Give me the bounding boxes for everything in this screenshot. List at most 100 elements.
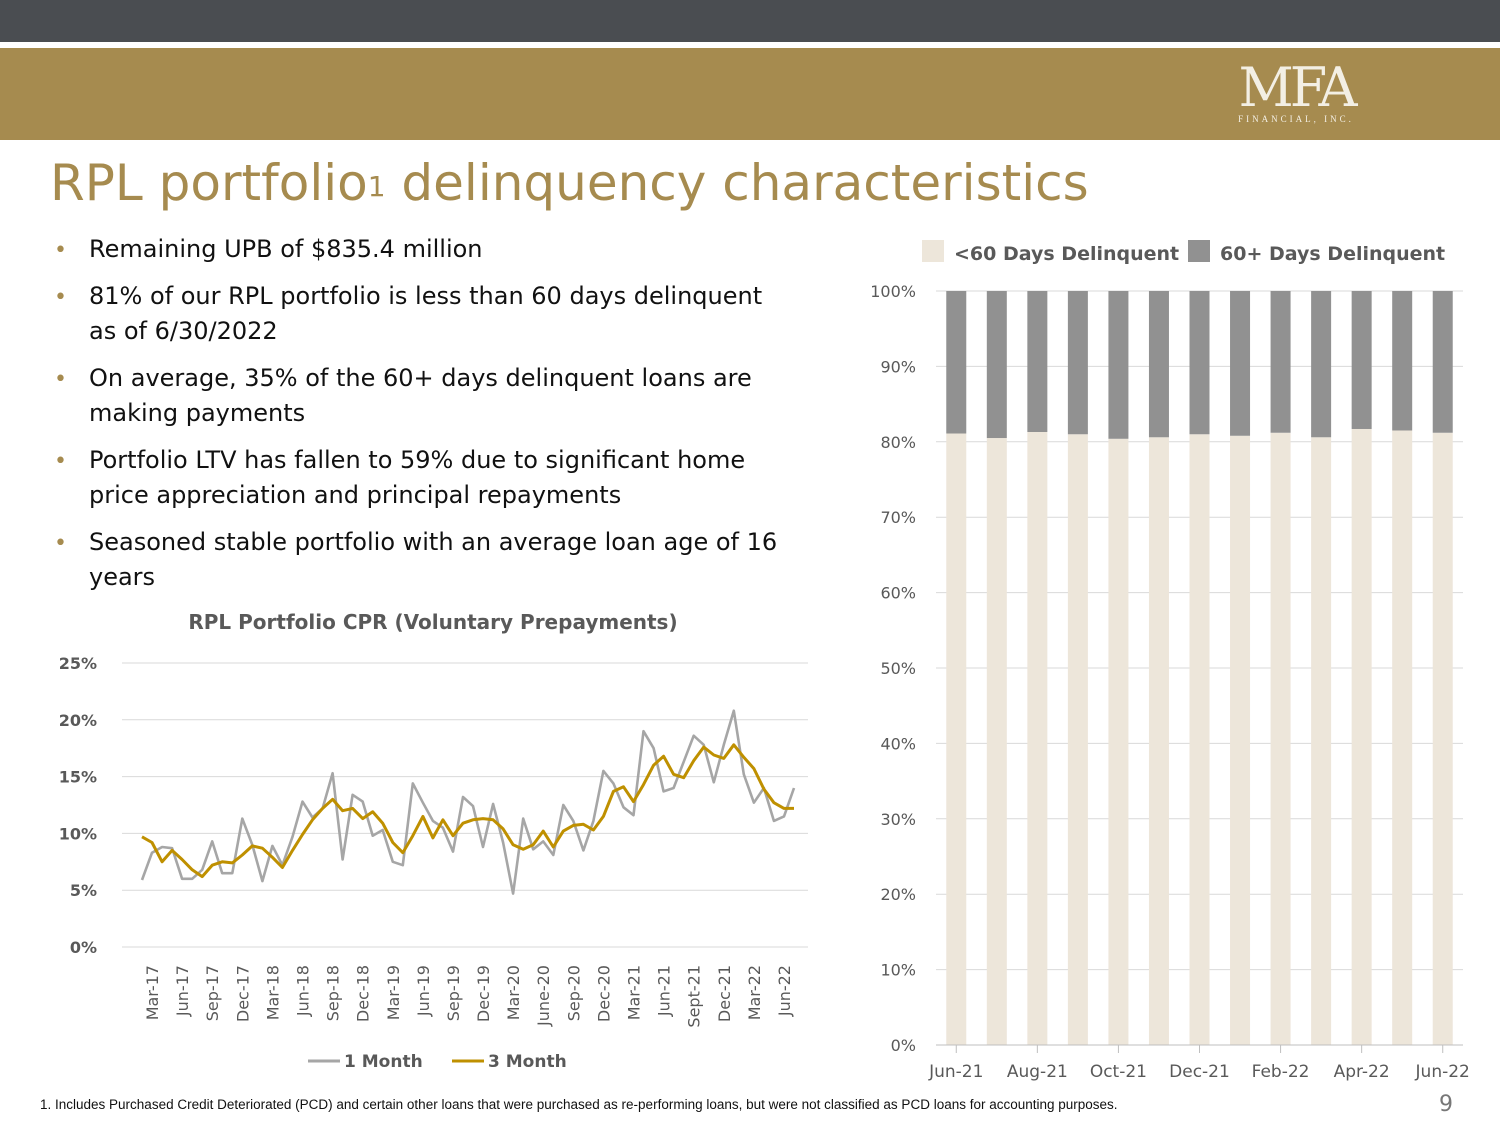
bullet-text: Remaining UPB of $835.4 million xyxy=(89,235,483,263)
x-tick-label: Apr-22 xyxy=(1334,1062,1390,1082)
bullet-item: • Seasoned stable portfolio with an avera… xyxy=(54,525,794,595)
x-tick-label: Dec-19 xyxy=(474,965,493,1022)
legend-swatch-gt60 xyxy=(1188,240,1210,262)
series-line-1-month xyxy=(140,709,796,895)
bar-gt60 xyxy=(1148,291,1169,438)
x-tick-label: Jun-21 xyxy=(928,1062,983,1082)
x-tick-label: Feb-22 xyxy=(1252,1062,1310,1082)
page-number: 9 xyxy=(1439,1092,1453,1117)
bar-lt60 xyxy=(1027,431,1048,1045)
y-tick-label: 10% xyxy=(59,824,97,843)
y-tick-label: 10% xyxy=(880,961,916,980)
bullet-dot-icon: • xyxy=(54,531,67,556)
header-divider xyxy=(0,42,1500,48)
y-tick-label: 70% xyxy=(880,508,916,527)
logo-mark: MFA xyxy=(1238,56,1357,119)
x-tick-label: Jun-19 xyxy=(414,965,433,1017)
y-tick-label: 40% xyxy=(880,734,916,753)
bar-lt60 xyxy=(1067,434,1088,1045)
x-tick-label: Mar-21 xyxy=(625,965,644,1020)
bullet-dot-icon: • xyxy=(54,367,67,392)
y-tick-label: 60% xyxy=(880,584,916,603)
x-tick-label: Sept-21 xyxy=(685,965,704,1028)
x-tick-label: Sep-20 xyxy=(564,965,583,1021)
x-tick-label: Sep-19 xyxy=(444,965,463,1021)
legend-label-3-month: 3 Month xyxy=(488,1052,567,1072)
title-main: RPL portfolio xyxy=(50,154,368,212)
slide-title: RPL portfolio1 delinquency characteristi… xyxy=(50,150,1089,216)
cpr-line-chart: RPL Portfolio CPR (Voluntary Prepayments… xyxy=(59,610,808,1072)
x-tick-label: Aug-21 xyxy=(1007,1062,1068,1082)
bar-lt60 xyxy=(1108,438,1129,1045)
x-tick-label: Jun-17 xyxy=(173,965,192,1017)
bar-gt60 xyxy=(1189,291,1210,435)
bullet-item: • Remaining UPB of $835.4 million xyxy=(54,232,794,267)
bullet-item: • 81% of our RPL portfolio is less than 6… xyxy=(54,279,794,349)
bar-gt60 xyxy=(986,291,1007,439)
y-tick-label: 90% xyxy=(880,357,916,376)
bar-lt60 xyxy=(986,438,1007,1045)
delinquency-bar-chart: <60 Days Delinquent 60+ Days Delinquent 0%… xyxy=(870,240,1470,1082)
footnote: 1. Includes Purchased Credit Deteriorate… xyxy=(40,1097,1118,1112)
y-tick-label: 0% xyxy=(70,938,97,957)
x-tick-label: Dec-17 xyxy=(233,965,252,1022)
title-footnote-marker: 1 xyxy=(367,170,386,203)
logo-subtitle: FINANCIAL, INC. xyxy=(1238,114,1354,124)
x-tick-label: Sep-18 xyxy=(324,965,343,1021)
bullet-dot-icon: • xyxy=(54,449,67,474)
y-tick-label: 80% xyxy=(880,433,916,452)
legend-label-lt60: <60 Days Delinquent xyxy=(954,243,1179,265)
bar-gt60 xyxy=(1067,291,1088,435)
x-tick-label: Mar-17 xyxy=(143,965,162,1020)
header-band xyxy=(0,48,1500,140)
bar-gt60 xyxy=(1392,291,1413,431)
chart-title: RPL Portfolio CPR (Voluntary Prepayments… xyxy=(188,610,677,634)
x-tick-label: Mar-18 xyxy=(263,965,282,1020)
series-line-3-month xyxy=(141,743,794,879)
bar-lt60 xyxy=(946,433,967,1045)
y-tick-label: 0% xyxy=(891,1036,916,1055)
x-tick-label: Dec-21 xyxy=(715,965,734,1022)
y-tick-label: 20% xyxy=(880,885,916,904)
legend-swatch-lt60 xyxy=(922,240,944,262)
bullet-text: 81% of our RPL portfolio is less than 60… xyxy=(89,282,763,345)
bar-gt60 xyxy=(1230,291,1251,436)
y-tick-label: 50% xyxy=(880,659,916,678)
legend-label-gt60: 60+ Days Delinquent xyxy=(1220,243,1445,265)
bullet-dot-icon: • xyxy=(54,285,67,310)
x-tick-label: Dec-18 xyxy=(354,965,373,1022)
x-tick-label: Jun-22 xyxy=(1415,1062,1470,1082)
x-tick-label: Mar-19 xyxy=(384,965,403,1020)
title-rest: delinquency characteristics xyxy=(385,154,1089,212)
bullet-item: • On average, 35% of the 60+ days delinqu… xyxy=(54,361,794,431)
bar-gt60 xyxy=(1432,291,1453,433)
bar-gt60 xyxy=(1351,291,1372,429)
bar-lt60 xyxy=(1148,437,1169,1045)
legend-label-1-month: 1 Month xyxy=(344,1052,423,1072)
bar-lt60 xyxy=(1432,432,1453,1045)
y-tick-label: 100% xyxy=(870,282,916,301)
y-tick-label: 5% xyxy=(70,881,97,900)
bar-lt60 xyxy=(1351,428,1372,1045)
bar-gt60 xyxy=(946,291,967,434)
bullet-text: Portfolio LTV has fallen to 59% due to s… xyxy=(89,446,746,509)
y-tick-label: 30% xyxy=(880,810,916,829)
bar-gt60 xyxy=(1270,291,1291,433)
bar-gt60 xyxy=(1108,291,1129,439)
y-tick-label: 15% xyxy=(59,768,97,787)
x-tick-label: Mar-20 xyxy=(504,965,523,1020)
bullet-item: • Portfolio LTV has fallen to 59% due to … xyxy=(54,443,794,513)
bullet-text: Seasoned stable portfolio with an averag… xyxy=(89,528,778,591)
bar-lt60 xyxy=(1311,437,1332,1045)
bar-lt60 xyxy=(1392,430,1413,1045)
y-tick-label: 25% xyxy=(59,654,97,673)
bullet-list: • Remaining UPB of $835.4 million • 81% of… xyxy=(54,232,794,607)
x-tick-label: Dec-20 xyxy=(594,965,613,1022)
x-tick-label: Mar-22 xyxy=(745,965,764,1020)
bar-lt60 xyxy=(1270,432,1291,1045)
bar-gt60 xyxy=(1311,291,1332,438)
x-tick-label: Jun-18 xyxy=(293,965,312,1017)
x-tick-label: Jun-21 xyxy=(655,965,674,1017)
top-dark-bar xyxy=(0,0,1500,42)
bar-gt60 xyxy=(1027,291,1048,432)
